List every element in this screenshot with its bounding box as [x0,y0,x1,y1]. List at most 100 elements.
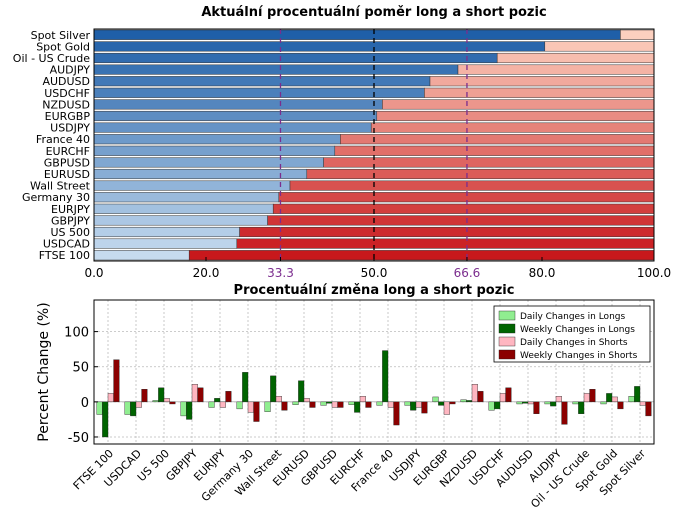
x-tick-label: 100.0 [637,266,671,280]
bar-daily-changes-in-shorts [107,393,114,403]
bar-weekly-changes-in-shorts [113,359,120,403]
bar-weekly-changes-in-shorts [561,401,568,425]
y-tick-label: AUDUSD [42,75,90,88]
long-bar [93,192,280,203]
short-bar [496,52,655,64]
bar-weekly-changes-in-longs [186,401,193,420]
bar-daily-changes-in-longs [96,401,103,415]
short-bar [370,122,655,133]
bar-weekly-changes-in-shorts [253,401,260,422]
y-tick-label: 50 [72,361,89,376]
bar-weekly-changes-in-longs [522,401,529,404]
bar-daily-changes-in-longs [264,401,271,412]
short-bar [424,87,655,98]
bar-daily-changes-in-longs [600,401,607,405]
x-tick-label: 66.6 [454,266,481,280]
y-tick-label: USDCAD [43,238,90,251]
bar-weekly-changes-in-longs [130,401,137,417]
legend-swatch [498,349,516,360]
y-tick-label: 0 [81,396,89,411]
short-bar [272,203,655,214]
chart2-title: Procentuální změna long a short pozic [234,283,515,298]
long-bar [93,168,308,180]
short-bar [267,215,655,226]
bar-weekly-changes-in-shorts [309,401,316,408]
y-tick-label: GBPJPY [51,214,90,227]
bar-weekly-changes-in-longs [550,401,557,407]
long-bar [93,215,268,226]
y-tick-label: EURUSD [44,168,90,181]
bar-daily-changes-in-shorts [527,401,534,405]
legend-label: Weekly Changes in Longs [520,325,635,335]
bar-weekly-changes-in-shorts [421,401,428,414]
bar-daily-changes-in-longs [208,401,215,408]
bar-daily-changes-in-shorts [303,398,310,403]
y-tick-label: 100 [64,326,89,341]
bar-weekly-changes-in-shorts [393,401,400,426]
bar-weekly-changes-in-longs [354,401,361,413]
bar-weekly-changes-in-longs [102,401,109,438]
bar-daily-changes-in-shorts [331,401,338,408]
y-tick-label: Spot Gold [36,40,90,53]
bar-weekly-changes-in-shorts [281,401,288,411]
legend-swatch [498,310,516,321]
short-bar [323,157,655,168]
bar-weekly-changes-in-longs [214,398,221,403]
bar-daily-changes-in-shorts [415,401,422,408]
bar-weekly-changes-in-longs [326,401,333,404]
bar-daily-changes-in-longs [460,399,467,403]
y-tick-label: Spot Silver [31,29,91,42]
legend-box [493,305,651,363]
short-bar [306,168,655,180]
bar-daily-changes-in-longs [376,401,383,406]
y-tick-label: EURJPY [51,203,90,216]
bar-daily-changes-in-shorts [275,396,282,403]
y-tick-label: USDCHF [44,87,90,100]
short-bar [620,29,655,40]
bar-weekly-changes-in-longs [438,401,445,406]
bar-weekly-changes-in-shorts [225,391,232,403]
bar-weekly-changes-in-shorts [449,401,456,405]
long-bar [93,226,240,238]
bar-daily-changes-in-longs [152,400,159,403]
bar-daily-changes-in-shorts [359,396,366,403]
bar-daily-changes-in-shorts [639,401,646,406]
legend-label: Daily Changes in Shorts [520,338,628,348]
bar-weekly-changes-in-shorts [197,387,204,403]
bar-daily-changes-in-shorts [387,401,394,408]
bar-weekly-changes-in-shorts [533,401,540,414]
x-tick-label: 20.0 [193,266,220,280]
long-bar [93,76,431,87]
y-tick-label: USDJPY [50,122,90,135]
y-tick-label: EURGBP [45,110,91,123]
bar-weekly-changes-in-longs [410,401,417,411]
y-axis-label: Percent Change (%) [36,302,52,441]
bar-weekly-changes-in-longs [242,372,249,403]
y-tick-label: EURCHF [46,145,90,158]
bar-daily-changes-in-longs [348,401,355,405]
bar-weekly-changes-in-shorts [589,389,596,403]
bar-weekly-changes-in-shorts [505,387,512,403]
long-bar [93,64,459,75]
x-tick-label: 50.0 [361,266,388,280]
bar-weekly-changes-in-shorts [141,389,148,403]
bar-daily-changes-in-shorts [163,398,170,403]
bar-daily-changes-in-longs [236,401,243,410]
y-tick-label: Oil - US Crude [13,52,90,65]
short-bar [334,145,655,156]
bar-daily-changes-in-longs [516,401,523,405]
bar-weekly-changes-in-longs [634,386,641,403]
long-bar [93,41,546,52]
long-bar [93,52,498,64]
y-tick-label: FTSE 100 [39,249,90,262]
long-bar [93,238,238,249]
short-bar [236,238,655,249]
bar-daily-changes-in-longs [292,401,299,405]
short-bar [376,110,655,122]
y-tick-label: Germany 30 [22,191,90,204]
bar-daily-changes-in-longs [544,401,551,405]
y-tick-label: AUDJPY [50,64,91,77]
bar-weekly-changes-in-longs [382,350,389,403]
